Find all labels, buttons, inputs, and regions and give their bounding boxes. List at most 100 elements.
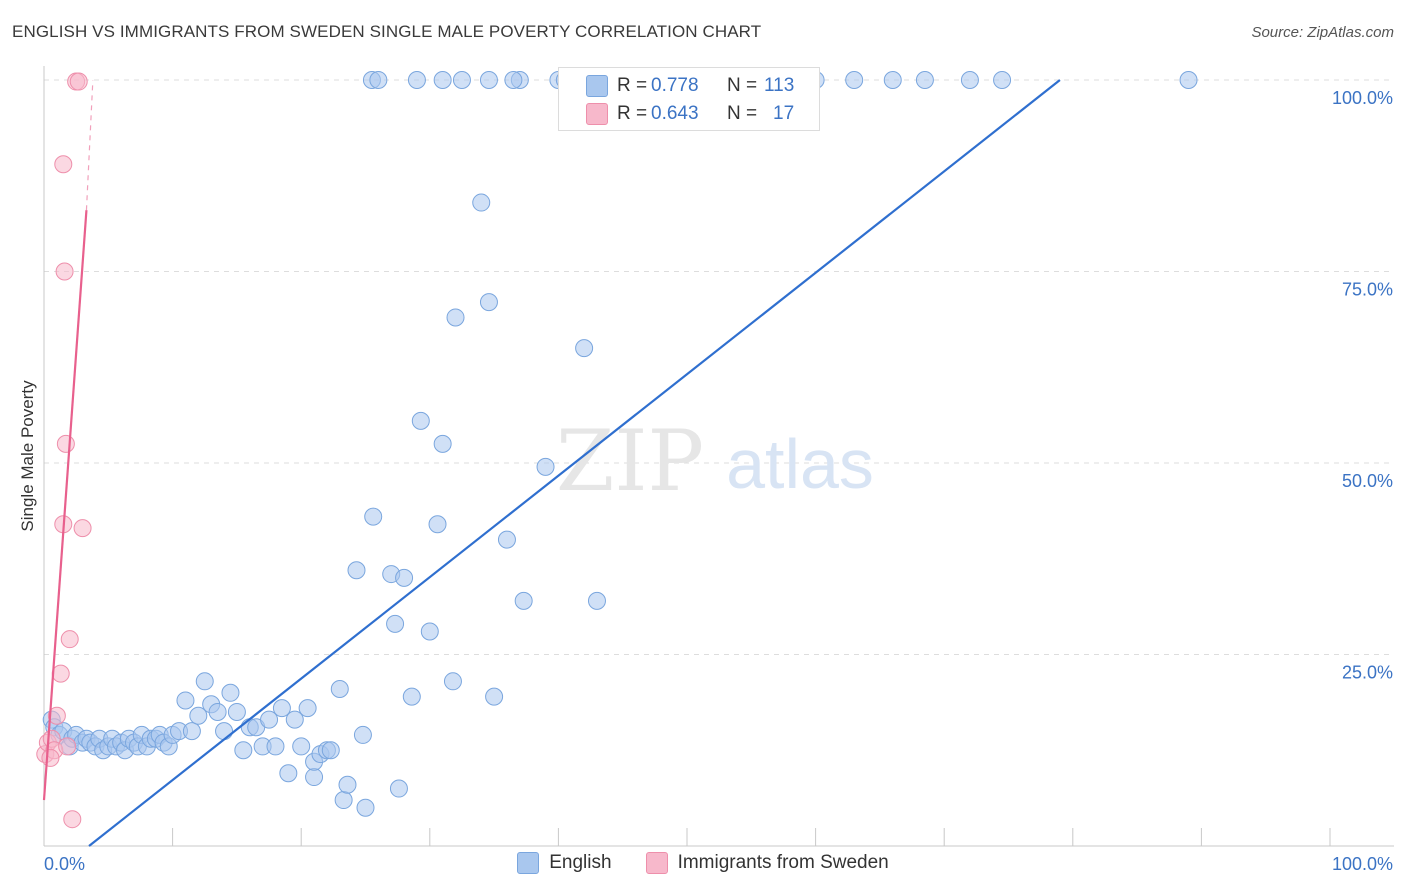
english-point — [536, 457, 555, 476]
english-point — [1179, 71, 1198, 89]
english-point — [411, 411, 430, 430]
sweden-point — [58, 737, 77, 756]
english-point — [334, 791, 353, 810]
legend: English Immigrants from Sweden — [0, 852, 1406, 874]
english-point — [428, 515, 447, 534]
english-point — [845, 71, 864, 89]
sweden-point — [55, 262, 74, 281]
english-point — [497, 530, 516, 549]
english-point — [443, 672, 462, 691]
english-point — [227, 702, 246, 721]
english-swatch — [517, 852, 540, 874]
english-point — [479, 293, 498, 312]
english-point — [260, 710, 279, 729]
sweden-point — [60, 630, 79, 649]
english-point — [369, 71, 388, 89]
n-value: 113 — [764, 75, 795, 96]
stats-row-english: R = 0.778 N = 113 — [559, 72, 819, 100]
english-point — [272, 699, 291, 718]
watermark: ZIP atlas — [556, 412, 874, 510]
n-label: N = — [727, 75, 758, 96]
english-point — [386, 614, 405, 633]
sweden-point — [54, 155, 73, 174]
english-point — [402, 687, 421, 706]
grid-lines — [44, 79, 1394, 655]
tick-labels: 100.0% 75.0% 50.0% 25.0% 0.0% 100.0% — [44, 88, 1393, 874]
english-swatch — [586, 75, 608, 97]
sweden-trend-line — [42, 210, 88, 801]
english-point — [347, 561, 366, 580]
watermark-zip: ZIP — [556, 412, 704, 510]
sweden-point — [73, 519, 92, 538]
sweden-point — [56, 434, 75, 453]
y-tick-label: 25.0% — [1342, 663, 1393, 683]
english-point — [389, 779, 408, 798]
english-point — [266, 737, 285, 756]
english-point — [993, 71, 1012, 89]
english-point — [221, 683, 240, 702]
english-point — [587, 591, 606, 610]
english-point — [575, 339, 594, 358]
english-point — [298, 699, 317, 718]
legend-label: Immigrants from Sweden — [677, 852, 889, 873]
legend-item-english[interactable]: English — [517, 852, 612, 874]
r-value: 0.643 — [651, 103, 699, 124]
english-point — [189, 706, 208, 725]
y-tick-label: 75.0% — [1342, 280, 1393, 300]
english-point — [395, 568, 414, 587]
english-point — [215, 722, 234, 741]
sweden-point — [51, 664, 70, 683]
y-tick-label: 50.0% — [1342, 471, 1393, 491]
r-value: 0.778 — [651, 75, 699, 96]
sweden-point — [47, 706, 66, 725]
x-tick-label: 0.0% — [44, 854, 85, 874]
watermark-atlas: atlas — [726, 425, 874, 503]
y-tick-label: 100.0% — [1332, 88, 1393, 108]
source-label: Source: ZipAtlas.com — [1251, 24, 1394, 41]
sweden-point — [41, 748, 60, 767]
english-point — [285, 710, 304, 729]
english-point — [195, 672, 214, 691]
sweden-trend-extension — [85, 79, 94, 211]
english-point — [305, 768, 324, 787]
english-point — [364, 507, 383, 526]
n-value: 17 — [773, 103, 795, 124]
y-axis-label: Single Male Poverty — [18, 380, 37, 532]
english-point — [446, 308, 465, 327]
english-trend-line — [88, 79, 1061, 847]
english-point — [479, 71, 498, 89]
english-point — [234, 741, 253, 760]
stats-row-sweden: R = 0.643 N = 17 — [559, 100, 819, 128]
english-point — [321, 741, 340, 760]
english-point — [356, 798, 375, 817]
sweden-swatch — [586, 103, 608, 125]
english-point — [915, 71, 934, 89]
english-point — [433, 71, 452, 89]
r-label: R = — [617, 103, 648, 124]
sweden-point — [63, 810, 82, 829]
trend-lines — [42, 79, 1061, 847]
english-point — [485, 687, 504, 706]
english-point — [433, 434, 452, 453]
sweden-swatch — [645, 852, 668, 874]
r-label: R = — [617, 75, 648, 96]
chart-title: ENGLISH VS IMMIGRANTS FROM SWEDEN SINGLE… — [12, 22, 762, 41]
english-point — [279, 764, 298, 783]
english-point — [472, 193, 491, 212]
english-point — [504, 71, 523, 89]
legend-item-sweden[interactable]: Immigrants from Sweden — [645, 852, 889, 874]
stats-box: R = 0.778 N = 113 R = 0.643 N = 17 — [558, 67, 820, 131]
english-point — [960, 71, 979, 89]
english-point — [353, 725, 372, 744]
english-point — [338, 775, 357, 794]
x-tick-label: 100.0% — [1332, 854, 1393, 874]
english-point — [292, 737, 311, 756]
n-label: N = — [727, 103, 758, 124]
english-point — [452, 71, 471, 89]
legend-label: English — [549, 852, 612, 873]
sweden-point — [69, 72, 88, 91]
english-point — [407, 71, 426, 89]
english-point — [176, 691, 195, 710]
english-point — [330, 679, 349, 698]
